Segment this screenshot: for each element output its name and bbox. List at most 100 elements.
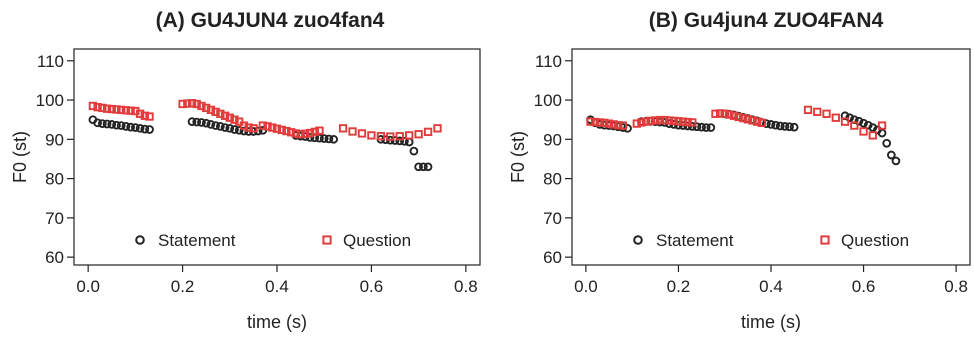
question-point	[877, 121, 887, 130]
legend-question-label: Question	[841, 231, 909, 250]
statement-point	[187, 117, 197, 127]
question-point	[757, 118, 766, 127]
question-point	[296, 130, 305, 139]
question-point	[831, 113, 840, 122]
legend-question-label: Question	[343, 231, 411, 250]
question-point	[752, 117, 762, 126]
series-question	[88, 99, 442, 141]
question-point	[655, 115, 665, 125]
statement-point	[116, 121, 126, 130]
y-tick-label: 90	[543, 130, 562, 149]
question-point	[868, 131, 877, 140]
statement-point	[215, 122, 225, 131]
statement-point	[234, 125, 244, 135]
question-point	[211, 107, 220, 116]
statement-point	[395, 136, 405, 146]
legend-statement-marker	[135, 235, 145, 245]
question-point	[145, 112, 154, 121]
question-point	[604, 119, 614, 128]
question-point	[98, 103, 107, 113]
y-tick-label: 60	[45, 248, 64, 267]
legend-question-marker	[820, 235, 830, 245]
x-axis-label: time (s)	[247, 312, 307, 332]
question-point	[277, 125, 286, 135]
statement-point	[785, 122, 794, 132]
question-point	[249, 124, 258, 133]
statement-point	[329, 134, 339, 144]
statement-point	[854, 116, 864, 126]
panel-a: (A) GU4JUN4 zuo4fan4 60 70 80 90 100 110 0.0 0.2…	[10, 9, 481, 332]
question-point	[301, 129, 310, 138]
x-tick-label: 0.6	[360, 277, 384, 296]
question-point	[641, 117, 651, 126]
question-point	[93, 102, 102, 112]
statement-point	[131, 123, 140, 132]
question-point	[216, 109, 225, 118]
question-point	[840, 117, 850, 126]
x-tick-label: 0.4	[759, 277, 783, 296]
legend-statement-label: Statement	[656, 231, 734, 250]
question-point	[126, 106, 135, 115]
question-point	[140, 111, 149, 120]
statement-point	[97, 119, 107, 128]
statement-point	[886, 150, 896, 160]
question-point	[725, 110, 734, 119]
question-point	[803, 105, 813, 115]
statement-point	[319, 134, 329, 143]
question-point	[618, 121, 628, 130]
x-tick-label: 0.8	[454, 277, 478, 296]
question-point	[660, 115, 669, 125]
question-point	[651, 116, 660, 125]
legend: Statement Question	[135, 231, 411, 250]
statement-point	[418, 162, 428, 172]
series-statement	[586, 109, 901, 166]
statement-point	[230, 125, 239, 134]
question-point	[405, 131, 414, 140]
question-point	[711, 109, 720, 118]
statement-point	[121, 122, 131, 131]
question-point	[720, 109, 729, 118]
question-point	[665, 116, 674, 125]
question-point	[367, 131, 376, 140]
statement-point	[409, 146, 419, 156]
question-point	[414, 130, 423, 139]
question-point	[244, 123, 253, 132]
question-point	[187, 99, 197, 108]
question-point	[683, 117, 692, 127]
question-point	[268, 123, 277, 132]
x-tick-label: 0.6	[852, 277, 876, 296]
question-point	[734, 112, 743, 122]
legend-question-marker	[322, 235, 332, 245]
statement-point	[192, 117, 202, 127]
statement-point	[882, 138, 892, 148]
question-point	[310, 127, 319, 137]
x-tick-label: 0.4	[265, 277, 289, 296]
question-point	[423, 127, 433, 137]
statement-point	[135, 123, 145, 133]
y-tick-label: 70	[543, 209, 562, 228]
question-point	[88, 101, 98, 111]
question-point	[258, 121, 267, 130]
question-point	[192, 99, 201, 109]
statement-point	[93, 118, 102, 128]
question-point	[183, 99, 192, 108]
statement-point	[112, 120, 121, 130]
question-point	[590, 117, 600, 127]
question-point	[315, 126, 324, 135]
question-point	[748, 116, 757, 125]
statement-point	[145, 125, 154, 134]
question-point	[197, 101, 206, 111]
statement-point	[220, 123, 230, 132]
y-axis-label: F0 (st)	[508, 131, 528, 183]
question-point	[600, 118, 609, 127]
question-point	[729, 111, 739, 120]
statement-point	[126, 122, 136, 132]
legend-statement-marker	[633, 235, 643, 245]
question-point	[678, 117, 688, 126]
y-tick-label: 100	[36, 91, 64, 110]
plot-frame	[73, 48, 481, 266]
statement-point	[692, 122, 702, 132]
statement-point	[762, 119, 771, 128]
